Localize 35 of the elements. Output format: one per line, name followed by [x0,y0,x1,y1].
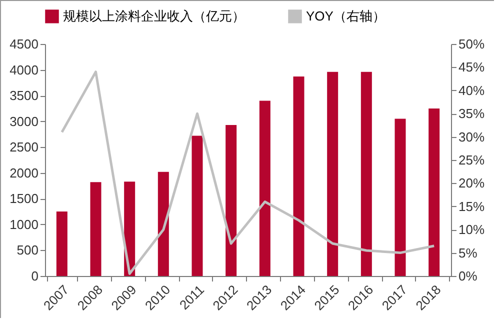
y-tick-label: 3000 [10,114,38,129]
bar [192,136,203,276]
y2-tick-label: 0% [458,268,478,284]
y2-tick-label: 30% [458,129,485,144]
y-tick-label: 2500 [10,140,38,155]
y2-tick-label: 45% [458,60,485,75]
bar [90,182,102,276]
y2-tick-label: 40% [458,82,485,98]
bar [158,172,169,276]
y-tick-label: 500 [16,242,38,258]
bar [394,118,406,276]
y2-tick-label: 50% [458,36,485,52]
y-tick-label: 4000 [10,62,38,78]
bar [327,72,338,276]
y2-tick-label: 10% [458,222,485,238]
y-tick-label: 3500 [10,88,38,104]
bar [226,124,237,276]
bar [428,108,440,276]
y-tick-label: 2000 [10,165,38,180]
line-series [60,70,436,275]
bar [293,76,304,276]
bar [360,72,372,276]
legend-label: YOY（右轴） [306,8,386,24]
y-tick-label: 1000 [10,216,38,232]
y2-tick-label: 5% [458,245,478,260]
legend-label: 规模以上涂料企业收入（亿元） [63,8,245,24]
bar [56,212,68,276]
y-tick-label: 4500 [10,36,38,52]
y-tick-label: 1500 [10,191,38,206]
y2-tick-label: 25% [458,152,485,168]
y2-tick-label: 15% [458,198,485,214]
y2-tick-label: 35% [458,106,485,122]
y-tick-label: 0 [31,268,38,284]
bar [259,100,270,276]
y2-tick-label: 20% [458,176,485,191]
